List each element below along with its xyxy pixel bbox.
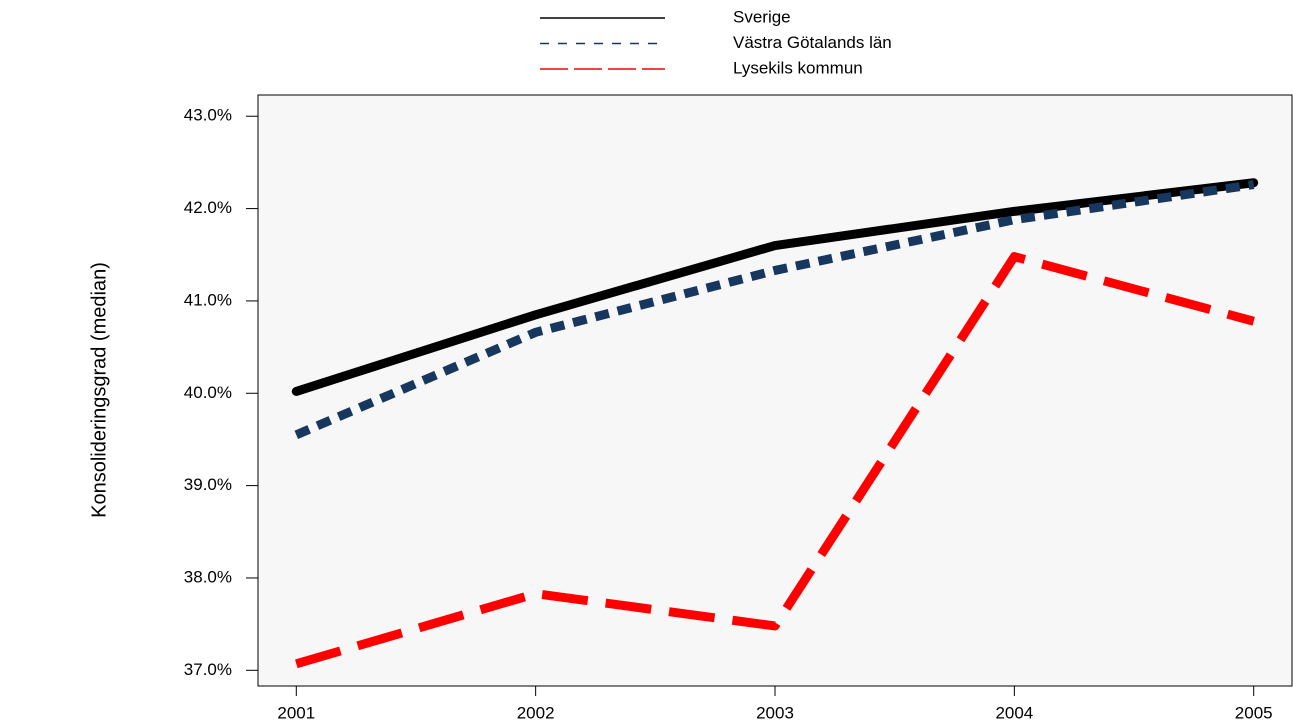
y-tick-label: 43.0% <box>184 106 232 125</box>
legend-label: Sverige <box>733 7 791 26</box>
plot-area <box>257 94 1293 687</box>
y-tick-label: 41.0% <box>184 290 232 309</box>
x-tick-label: 2002 <box>517 703 555 722</box>
y-tick-label: 37.0% <box>184 660 232 679</box>
y-axis-label: Konsolideringsgrad (median) <box>88 262 110 518</box>
series-line <box>295 252 1255 669</box>
x-tick-label: 2003 <box>756 703 794 722</box>
x-tick-label: 2005 <box>1235 703 1273 722</box>
series-line <box>294 180 1255 439</box>
legend-label: Västra Götalands län <box>733 33 892 52</box>
series-line <box>291 178 1259 396</box>
y-tick-label: 40.0% <box>184 383 232 402</box>
y-tick-label: 38.0% <box>184 567 232 586</box>
x-tick-label: 2004 <box>995 703 1033 722</box>
y-tick-label: 39.0% <box>184 475 232 494</box>
y-tick-label: 42.0% <box>184 198 232 217</box>
x-tick-label: 2001 <box>277 703 315 722</box>
legend-label: Lysekils kommun <box>733 58 863 77</box>
